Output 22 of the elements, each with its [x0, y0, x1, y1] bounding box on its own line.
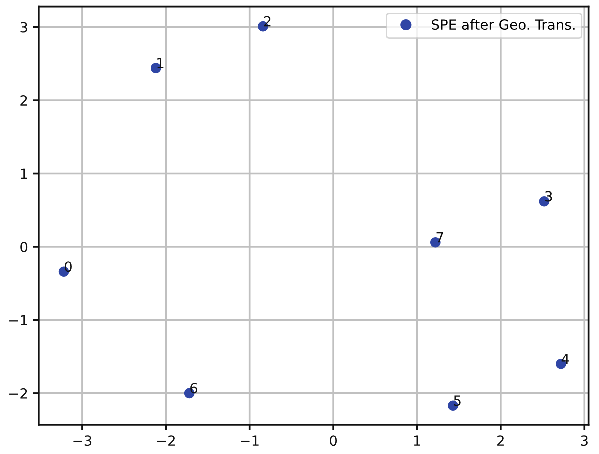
x-tick-label: −3: [74, 436, 92, 446]
x-tick-label: −1: [241, 436, 259, 446]
y-tick-label: 2: [20, 96, 28, 106]
x-tick-label: 3: [581, 436, 588, 446]
annotation: 4: [562, 354, 570, 364]
y-tick-label: 3: [20, 22, 28, 33]
annotation: 6: [190, 383, 198, 394]
annotation: 3: [546, 191, 552, 202]
y-tick-label: −1: [10, 315, 28, 326]
y-tick-label: −2: [10, 388, 28, 399]
annotation: 0: [64, 262, 72, 272]
x-tick-label: −2: [157, 436, 175, 446]
annotation: 1: [158, 58, 164, 68]
annotation: 7: [436, 232, 444, 243]
x-tick-label: 2: [498, 436, 504, 446]
legend-label: SPE after Geo. Trans.: [432, 19, 575, 30]
annotation: 5: [454, 396, 461, 406]
y-tick-label: 1: [21, 168, 28, 180]
y-tick-label: 0: [20, 242, 28, 252]
annotation: 2: [264, 16, 271, 27]
x-tick-label: 1: [414, 436, 420, 446]
x-tick-label: 0: [330, 436, 338, 446]
